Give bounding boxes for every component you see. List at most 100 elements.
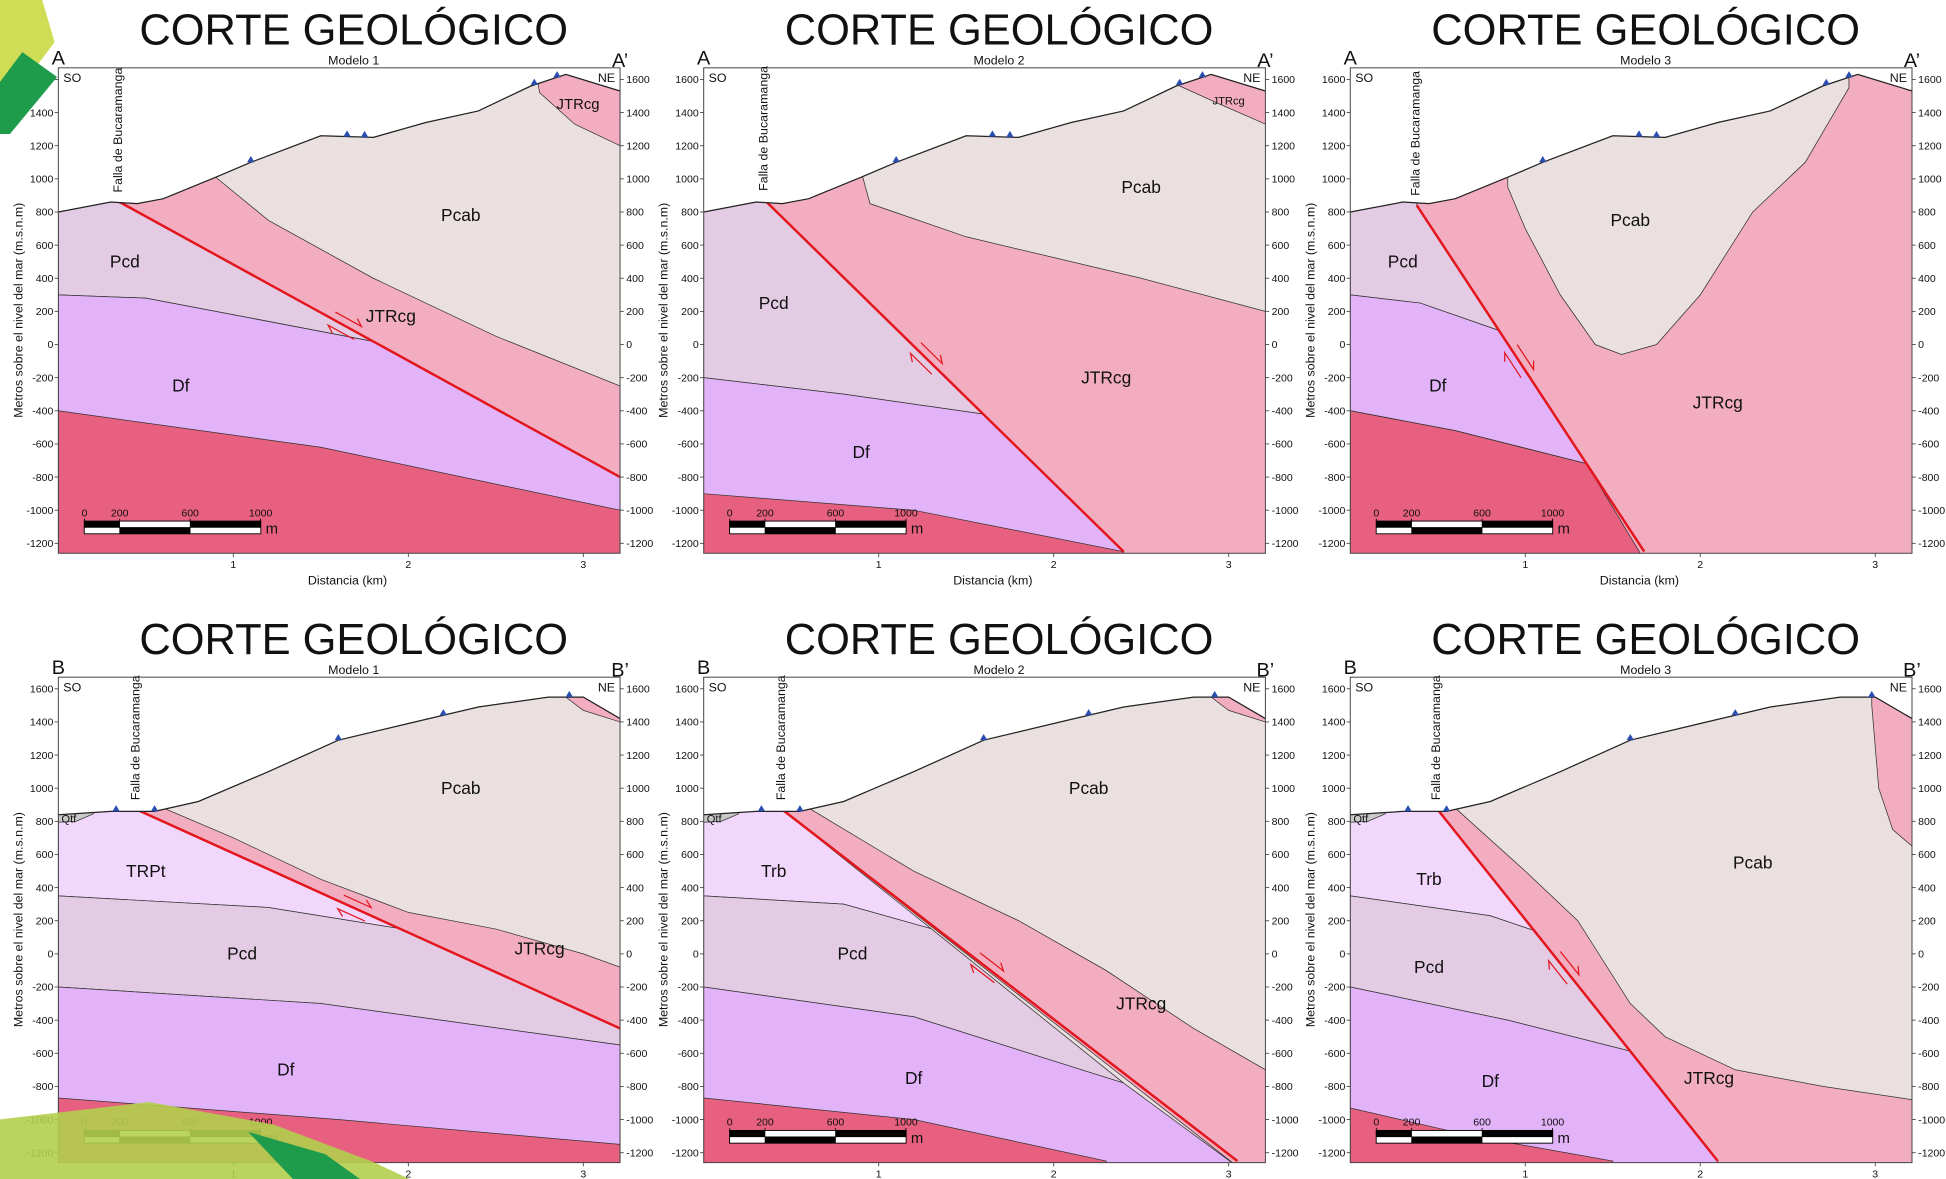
y-tick-label: 600 <box>681 849 699 861</box>
y-tick-label: -1200 <box>1918 1147 1945 1159</box>
y-axis-label: Metros sobre el nivel del mar (m.s.n.m) <box>1303 203 1317 418</box>
x-tick-label: 1 <box>876 559 882 571</box>
x-tick-label: 3 <box>580 1169 586 1179</box>
x-tick-label: 3 <box>580 559 586 571</box>
y-tick-label: -200 <box>678 982 699 994</box>
y-tick-label: 1600 <box>1272 684 1296 696</box>
y-tick-label: 200 <box>1328 306 1346 318</box>
unit-label: Qtf <box>1353 814 1369 826</box>
scale-label: 1000 <box>894 1117 918 1129</box>
scale-label: 0 <box>81 507 87 519</box>
unit-label: Pcab <box>441 205 481 225</box>
site-marker <box>980 734 987 740</box>
unit-label: Qtf <box>61 814 77 826</box>
y-tick-label: 400 <box>36 273 54 285</box>
y-axis-label: Metros sobre el nivel del mar (m.s.n.m) <box>657 203 671 418</box>
y-tick-label: 0 <box>626 339 632 351</box>
unit-label: Pcd <box>759 293 789 313</box>
y-tick-label: 600 <box>1272 240 1290 252</box>
scale-segment <box>190 527 260 533</box>
y-tick-label: -1000 <box>626 505 653 517</box>
y-tick-label: -200 <box>626 372 647 384</box>
y-axis-label: Metros sobre el nivel del mar (m.s.n.m) <box>657 812 671 1027</box>
y-tick-label: 1600 <box>1918 74 1942 86</box>
y-tick-label: -800 <box>1918 1081 1939 1093</box>
fault-label: Falla de Bucaramanga <box>774 675 788 800</box>
unit-label: JTRcg <box>1116 993 1166 1013</box>
scale-segment <box>765 1137 835 1143</box>
y-tick-label: 1600 <box>626 74 650 86</box>
y-tick-label: -1200 <box>26 538 53 550</box>
x-tick-label: 3 <box>1226 1169 1232 1179</box>
site-marker <box>1085 709 1092 715</box>
y-tick-label: -1200 <box>1272 1147 1299 1159</box>
y-tick-label: -1200 <box>672 1147 699 1159</box>
site-marker <box>1211 691 1218 697</box>
scale-segment <box>730 1131 765 1137</box>
y-tick-label: 1000 <box>626 783 650 795</box>
direction-label: SO <box>63 680 81 694</box>
y-tick-label: 1200 <box>675 750 699 762</box>
y-axis-label: Metros sobre el nivel del mar (m.s.n.m) <box>1303 812 1317 1027</box>
y-tick-label: -1000 <box>1918 1114 1945 1126</box>
model-subtitle: Modelo 1 <box>328 663 379 677</box>
y-tick-label: 800 <box>681 207 699 219</box>
scale-segment <box>1482 521 1552 527</box>
direction-label: NE <box>1243 680 1260 694</box>
section-end-label: A’ <box>612 50 628 72</box>
section-end-label: A <box>697 48 711 70</box>
y-tick-label: -1000 <box>626 1114 653 1126</box>
y-tick-label: -1200 <box>626 1147 653 1159</box>
x-tick-label: 3 <box>1872 1169 1878 1179</box>
y-tick-label: 600 <box>1272 849 1290 861</box>
y-tick-label: -800 <box>626 1081 647 1093</box>
y-tick-label: -1000 <box>1918 505 1945 517</box>
y-tick-label: -600 <box>1324 439 1345 451</box>
scale-segment <box>1482 527 1552 533</box>
section-end-label: B <box>697 657 710 679</box>
direction-label: SO <box>63 71 81 85</box>
unit-label: Df <box>1482 1071 1500 1091</box>
scale-label: 600 <box>827 507 845 519</box>
scale-label: 1000 <box>1541 507 1565 519</box>
unit-label: Df <box>277 1060 295 1080</box>
y-tick-label: 400 <box>1272 273 1290 285</box>
x-tick-label: 3 <box>1872 559 1878 571</box>
y-tick-label: -800 <box>626 472 647 484</box>
site-marker <box>151 805 158 811</box>
y-tick-label: -200 <box>32 982 53 994</box>
scale-segment <box>1376 1131 1411 1137</box>
y-tick-label: -600 <box>32 1048 53 1060</box>
y-tick-label: 400 <box>1328 882 1346 894</box>
y-tick-label: -400 <box>1324 1015 1345 1027</box>
scale-segment <box>1376 1137 1411 1143</box>
scale-segment <box>765 1131 835 1137</box>
scale-segment <box>1376 521 1411 527</box>
unit-label: Pcd <box>837 944 867 964</box>
scale-segment <box>84 521 119 527</box>
y-tick-label: -200 <box>1918 372 1939 384</box>
y-tick-label: 200 <box>1272 915 1290 927</box>
y-tick-label: 0 <box>1272 949 1278 961</box>
y-tick-label: -400 <box>678 1015 699 1027</box>
model-subtitle: Modelo 3 <box>1620 54 1671 68</box>
model-subtitle: Modelo 2 <box>974 54 1025 68</box>
scale-unit: m <box>911 522 923 538</box>
y-tick-label: 1200 <box>1918 140 1942 152</box>
scale-segment <box>84 527 119 533</box>
y-tick-label: 0 <box>693 339 699 351</box>
y-tick-label: 800 <box>626 207 644 219</box>
scale-label: 1000 <box>249 507 273 519</box>
scale-segment <box>765 527 835 533</box>
scale-segment <box>835 521 905 527</box>
y-tick-label: -200 <box>1918 982 1939 994</box>
y-tick-label: 800 <box>1918 207 1936 219</box>
y-tick-label: -600 <box>1272 439 1293 451</box>
scale-label: 600 <box>181 507 199 519</box>
site-marker <box>796 805 803 811</box>
y-tick-label: 800 <box>1272 207 1290 219</box>
y-tick-label: 1200 <box>1272 140 1296 152</box>
unit-label: JTRcg <box>1693 392 1743 412</box>
page: {"panels": [ {"title": "CORTE GEOLÓGICO"… <box>0 0 1946 1179</box>
y-tick-label: -600 <box>678 1048 699 1060</box>
